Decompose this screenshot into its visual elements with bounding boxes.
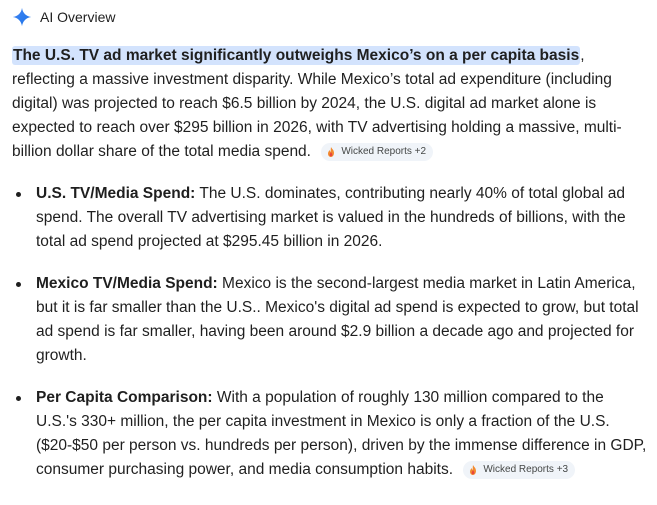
bullet-title: U.S. TV/Media Spend: (36, 185, 196, 202)
bullet-dot (16, 396, 21, 401)
intro-paragraph: The U.S. TV ad market significantly outw… (12, 44, 647, 164)
bullet-title: Per Capita Comparison: (36, 389, 213, 406)
bullet-title: Mexico TV/Media Spend: (36, 275, 218, 292)
source-chip[interactable]: Wicked Reports +3 (463, 460, 576, 479)
bullet-dot (16, 282, 21, 287)
list-item: U.S. TV/Media Spend: The U.S. dominates,… (12, 182, 647, 254)
sparkle-icon (12, 7, 32, 27)
source-chip-label: Wicked Reports +2 (341, 145, 427, 157)
bullet-text: Mexico is the second-largest media marke… (36, 275, 639, 364)
source-chip-label: Wicked Reports +3 (483, 463, 569, 475)
ai-overview-title: AI Overview (40, 9, 116, 25)
list-item: Per Capita Comparison: With a population… (12, 386, 647, 482)
highlighted-sentence: The U.S. TV ad market significantly outw… (12, 46, 581, 65)
flame-icon (470, 464, 477, 475)
bullet-list: U.S. TV/Media Spend: The U.S. dominates,… (12, 182, 647, 482)
list-item: Mexico TV/Media Spend: Mexico is the sec… (12, 272, 647, 368)
bullet-text: The U.S. dominates, contributing nearly … (36, 185, 626, 250)
bullet-dot (16, 192, 21, 197)
bullet-text: With a population of roughly 130 million… (36, 389, 647, 478)
flame-icon (328, 146, 335, 157)
intro-text: , reflecting a massive investment dispar… (12, 47, 622, 160)
source-chip[interactable]: Wicked Reports +2 (321, 142, 434, 161)
ai-overview-header: AI Overview (12, 6, 647, 28)
